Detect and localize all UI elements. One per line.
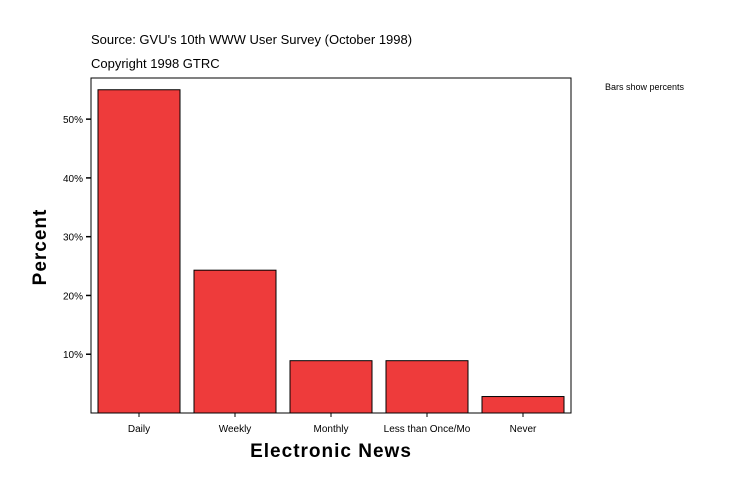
bar-less-than-once-mo — [385, 360, 469, 414]
y-tick-label: 20% — [63, 291, 83, 302]
y-tick-label: 10% — [63, 350, 83, 361]
bar-monthly — [289, 360, 373, 414]
y-axis-title: Percent — [30, 209, 51, 286]
x-tick-label: Monthly — [313, 424, 348, 435]
bar-weekly — [193, 269, 277, 414]
bar-daily — [97, 89, 181, 414]
bars-note: Bars show percents — [605, 82, 685, 92]
x-tick-label: Less than Once/Mo — [384, 424, 471, 435]
bars-group — [97, 89, 565, 414]
x-tick-label: Weekly — [219, 424, 252, 435]
y-tick-label: 30% — [63, 233, 83, 244]
chart-source: Source: GVU's 10th WWW User Survey (Octo… — [91, 32, 413, 47]
x-axis-title: Electronic News — [250, 441, 412, 462]
x-tick-label: Never — [510, 424, 537, 435]
x-axis: Daily Weekly Monthly Less than Once/Mo Never — [128, 413, 537, 435]
x-tick-label: Daily — [128, 424, 150, 435]
y-tick-label: 40% — [63, 174, 83, 185]
y-tick-label: 50% — [63, 115, 83, 126]
chart-copyright: Copyright 1998 GTRC — [91, 56, 220, 71]
y-axis: 10% 20% 30% 40% 50% — [63, 115, 91, 361]
bar-never — [481, 396, 565, 414]
